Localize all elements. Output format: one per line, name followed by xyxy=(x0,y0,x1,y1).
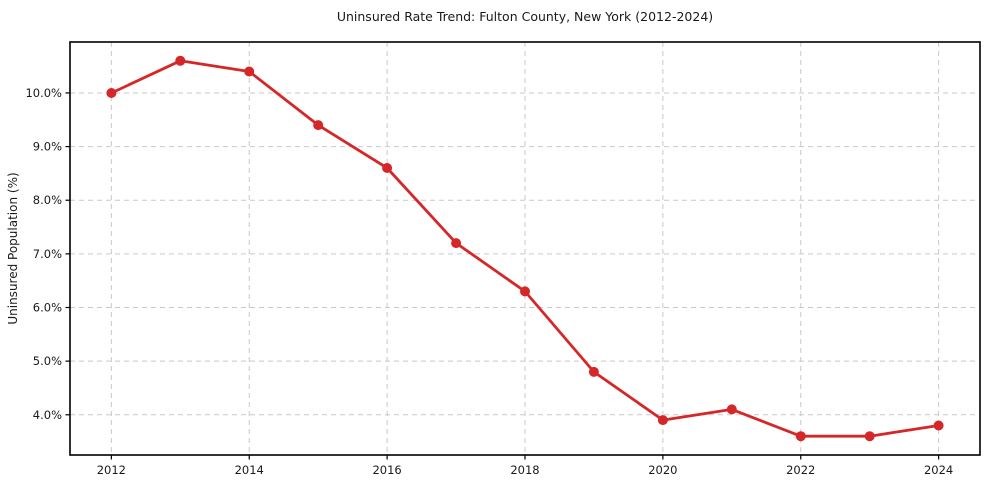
y-tick-label: 9.0% xyxy=(33,140,62,154)
y-tick-label: 4.0% xyxy=(33,408,62,422)
data-point-2024 xyxy=(933,420,944,431)
data-point-2019 xyxy=(588,366,599,377)
y-tick-label: 7.0% xyxy=(33,247,62,261)
data-point-2017 xyxy=(451,238,462,249)
data-point-2013 xyxy=(175,55,186,66)
data-point-2020 xyxy=(657,415,668,426)
x-tick-label: 2014 xyxy=(235,463,264,477)
x-tick-label: 2020 xyxy=(648,463,677,477)
y-tick-label: 8.0% xyxy=(33,193,62,207)
data-point-2023 xyxy=(864,431,875,442)
tick-labels: 2012 2014 2016 2018 2020 2022 2024 4.0% 5.0% 6.0%… xyxy=(25,86,953,477)
y-tick-label: 6.0% xyxy=(33,301,62,315)
data-point-2016 xyxy=(382,163,393,173)
data-point-2012 xyxy=(106,88,117,98)
data-point-2014 xyxy=(244,66,255,77)
y-axis-label: Uninsured Population (%) xyxy=(6,172,20,324)
data-point-2021 xyxy=(726,404,737,415)
gridlines xyxy=(70,42,980,455)
data-point-2022 xyxy=(795,431,806,442)
chart-title: Uninsured Rate Trend: Fulton County, New… xyxy=(337,9,713,24)
y-tick-label: 10.0% xyxy=(25,86,62,100)
y-tick-label: 5.0% xyxy=(33,354,62,368)
x-tick-label: 2018 xyxy=(510,463,539,477)
data-point-2018 xyxy=(520,286,530,297)
axis-ticks xyxy=(65,92,940,460)
x-tick-label: 2024 xyxy=(924,463,953,477)
data-series xyxy=(106,55,944,442)
data-point-2015 xyxy=(313,120,324,131)
x-tick-label: 2012 xyxy=(97,463,126,477)
x-tick-label: 2016 xyxy=(372,463,401,477)
x-tick-label: 2022 xyxy=(786,463,815,477)
